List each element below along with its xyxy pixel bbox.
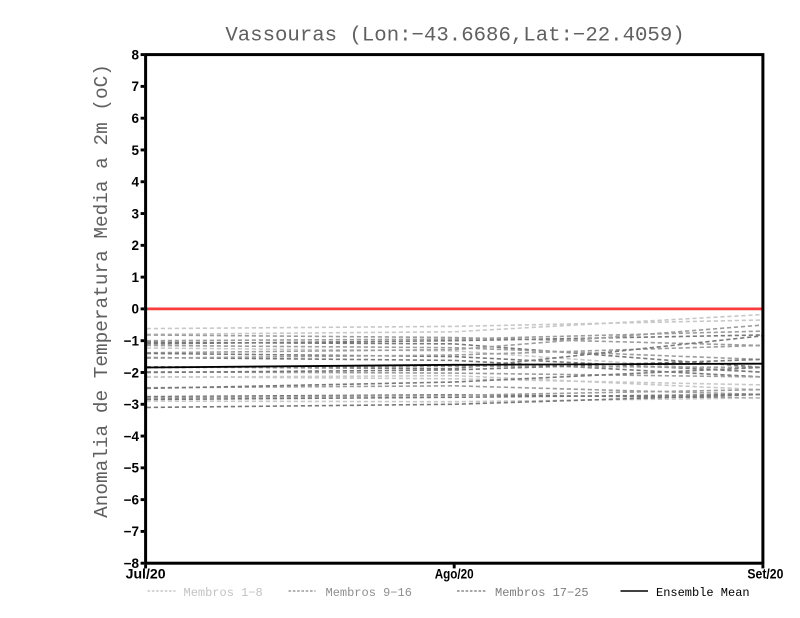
svg-text:Membros 17−25: Membros 17−25: [495, 586, 589, 600]
svg-text:Vassouras (Lon:−43.6686,Lat:−2: Vassouras (Lon:−43.6686,Lat:−22.4059): [225, 25, 684, 48]
svg-text:Jul/20: Jul/20: [126, 566, 166, 581]
svg-text:Ensemble Mean: Ensemble Mean: [656, 586, 750, 600]
svg-text:5: 5: [131, 143, 139, 158]
svg-text:Membros 9−16: Membros 9−16: [326, 586, 412, 600]
svg-text:1: 1: [131, 270, 139, 285]
svg-text:−1: −1: [124, 333, 140, 348]
svg-text:3: 3: [131, 206, 139, 221]
svg-text:6: 6: [131, 111, 139, 126]
svg-text:−3: −3: [124, 397, 140, 412]
svg-text:Set/20: Set/20: [747, 566, 783, 581]
svg-text:−4: −4: [124, 429, 140, 444]
svg-text:Ago/20: Ago/20: [435, 566, 474, 581]
svg-text:Membros 1−8: Membros 1−8: [184, 586, 263, 600]
svg-text:−5: −5: [124, 461, 140, 476]
svg-text:−6: −6: [124, 492, 140, 507]
svg-text:7: 7: [131, 79, 139, 94]
svg-text:−8: −8: [124, 556, 140, 571]
svg-text:Anomalia de Temperatura Media: Anomalia de Temperatura Media a 2m (oC): [91, 64, 113, 518]
svg-text:−2: −2: [124, 365, 139, 380]
svg-text:2: 2: [131, 238, 139, 253]
svg-text:4: 4: [131, 175, 139, 190]
svg-text:−7: −7: [124, 524, 139, 539]
svg-text:8: 8: [131, 47, 139, 62]
svg-text:0: 0: [131, 302, 139, 317]
